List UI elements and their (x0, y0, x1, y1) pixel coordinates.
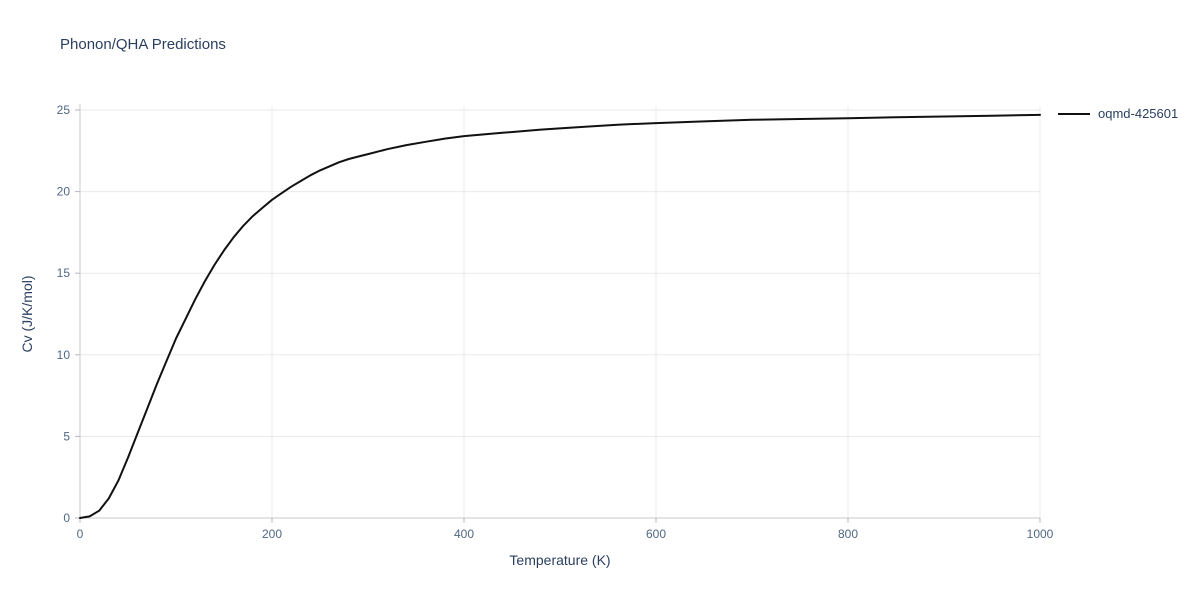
x-axis-label: Temperature (K) (509, 552, 611, 568)
x-tick-label: 1000 (1027, 527, 1054, 541)
chart-title: Phonon/QHA Predictions (60, 36, 226, 53)
x-tick-label: 0 (77, 527, 84, 541)
y-tick-label: 15 (57, 266, 71, 280)
x-tick-label: 600 (646, 527, 666, 541)
y-tick-label: 25 (57, 103, 71, 117)
x-tick-label: 400 (454, 527, 474, 541)
legend-series-label: oqmd-425601 (1098, 106, 1179, 121)
x-tick-label: 200 (262, 527, 282, 541)
x-tick-label: 800 (838, 527, 858, 541)
y-tick-label: 10 (57, 348, 71, 362)
y-tick-label: 20 (57, 185, 71, 199)
legend: oqmd-425601 (1058, 106, 1178, 121)
y-tick-label: 5 (63, 429, 70, 443)
series-line (79, 113, 1041, 519)
y-axis-label: Cv (J/K/mol) (19, 275, 35, 353)
legend-line-sample (1058, 112, 1090, 115)
y-tick-label: 0 (63, 511, 70, 525)
